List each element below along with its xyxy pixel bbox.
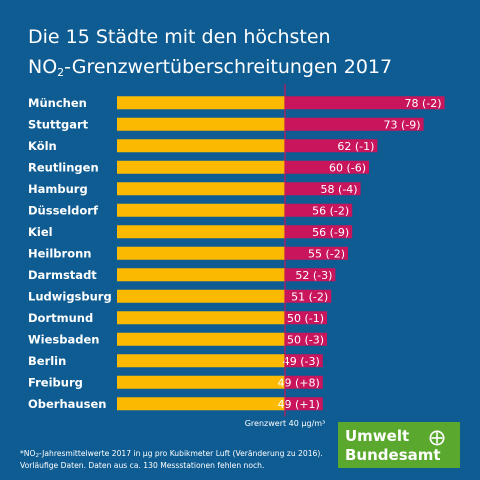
- bar-above-limit: [285, 203, 353, 217]
- bar-above-limit: [285, 139, 378, 153]
- city-label: Freiburg: [28, 375, 83, 389]
- bar-below-limit: [117, 311, 285, 325]
- title-rest: -Grenzwertüberschreitungen 2017: [64, 56, 393, 78]
- chart-title: Die 15 Städte mit den höchsten NO2-Grenz…: [28, 22, 468, 82]
- footnote-rest: -Jahresmittelwerte 2017 in µg pro Kubikm…: [38, 449, 323, 458]
- bar-below-limit: [117, 354, 285, 368]
- city-label: Stuttgart: [28, 117, 89, 131]
- value-label: 60 (-6): [329, 161, 366, 174]
- bar-below-limit: [117, 332, 285, 346]
- bar-above-limit: [285, 311, 327, 325]
- bar-below-limit: [117, 225, 285, 239]
- value-label: 52 (-3): [295, 269, 332, 282]
- value-label: 49 (-3): [283, 355, 320, 368]
- value-label: 56 (-2): [312, 204, 349, 217]
- footnote-no: *NO: [20, 449, 36, 458]
- bar-above-limit: [285, 225, 353, 239]
- city-label: Berlin: [28, 354, 66, 368]
- city-label: Düsseldorf: [28, 203, 99, 217]
- title-line-2: NO2-Grenzwertüberschreitungen 2017: [28, 52, 468, 82]
- value-label: 49 (+8): [278, 376, 320, 389]
- city-label: Reutlingen: [28, 160, 99, 174]
- bar-above-limit: [285, 268, 336, 282]
- city-label: Dortmund: [28, 311, 93, 325]
- city-label: München: [28, 96, 87, 110]
- logo-word-2: Bundesamt: [345, 446, 441, 464]
- bar-below-limit: [117, 96, 285, 110]
- value-label: 56 (-9): [312, 226, 349, 239]
- city-label: Oberhausen: [28, 397, 106, 411]
- bar-below-limit: [117, 375, 285, 389]
- bar-below-limit: [117, 268, 285, 282]
- bar-above-limit: [285, 96, 445, 110]
- city-label: Hamburg: [28, 182, 88, 196]
- bar-below-limit: [117, 203, 285, 217]
- uba-logo-icon: [429, 430, 445, 446]
- title-line-1: Die 15 Städte mit den höchsten: [28, 26, 331, 48]
- city-label: Kiel: [28, 225, 53, 239]
- bar-above-limit: [285, 160, 369, 174]
- umweltbundesamt-logo: Umwelt Bundesamt: [338, 422, 460, 468]
- value-label: 73 (-9): [384, 118, 421, 131]
- value-label: 50 (-3): [287, 333, 324, 346]
- city-label: Darmstadt: [28, 268, 97, 282]
- bar-above-limit: [285, 332, 327, 346]
- city-label: Heilbronn: [28, 246, 92, 260]
- bar-above-limit: [285, 246, 348, 260]
- city-label: Wiesbaden: [28, 332, 99, 346]
- bar-below-limit: [117, 139, 285, 153]
- value-label: 62 (-1): [337, 140, 374, 153]
- value-label: 50 (-1): [287, 312, 324, 325]
- bar-above-limit: [285, 354, 323, 368]
- threshold-label: Grenzwert 40 µg/m³: [245, 419, 326, 428]
- value-label: 58 (-4): [321, 183, 358, 196]
- bar-below-limit: [117, 289, 285, 303]
- logo-word-1: Umwelt: [345, 427, 410, 445]
- value-label: 78 (-2): [405, 97, 442, 110]
- footnote-no-subscript: 2: [35, 453, 39, 459]
- title-no: NO: [28, 56, 58, 78]
- value-label: 55 (-2): [308, 247, 345, 260]
- title-no-subscript: 2: [57, 66, 65, 79]
- city-label: Ludwigsburg: [28, 289, 112, 303]
- bar-above-limit: [285, 397, 323, 411]
- bar-group: München 78 (-2) Stuttgart 73 (-9) Köln 62 (-1…: [28, 84, 445, 417]
- city-label: Köln: [28, 139, 57, 153]
- bar-below-limit: [117, 246, 285, 260]
- bar-below-limit: [117, 182, 285, 196]
- bar-above-limit: [285, 117, 424, 131]
- bar-above-limit: [285, 289, 332, 303]
- bar-above-limit: [285, 182, 361, 196]
- bar-below-limit: [117, 117, 285, 131]
- footnote-line-2: Vorläufige Daten. Daten aus ca. 130 Mess…: [20, 461, 265, 470]
- footnote-line-1: *NO2-Jahresmittelwerte 2017 in µg pro Ku…: [20, 448, 340, 460]
- footnote: *NO2-Jahresmittelwerte 2017 in µg pro Ku…: [20, 448, 340, 472]
- value-label: 49 (+1): [278, 398, 320, 411]
- value-label: 51 (-2): [291, 290, 328, 303]
- bar-above-limit: [285, 375, 323, 389]
- bar-below-limit: [117, 160, 285, 174]
- bar-below-limit: [117, 397, 285, 411]
